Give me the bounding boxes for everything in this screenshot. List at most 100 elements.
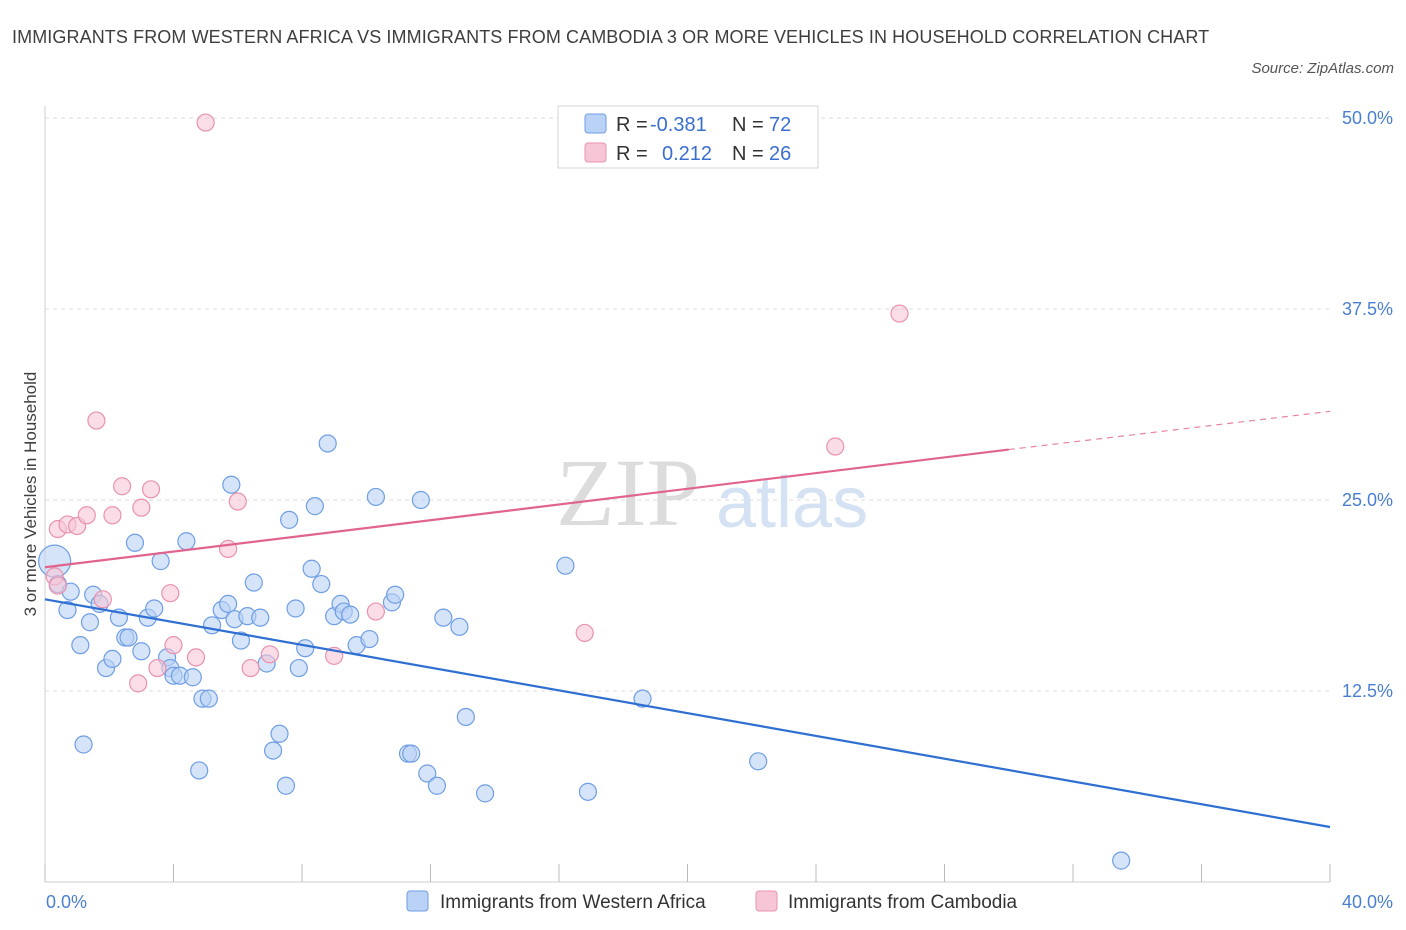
- point-western-africa: [145, 599, 164, 618]
- point-cambodia: [87, 411, 106, 430]
- point-cambodia: [161, 584, 180, 603]
- series-legend: Immigrants from Western Africa Immigrant…: [406, 890, 1018, 913]
- point-western-africa: [222, 475, 241, 494]
- point-western-africa: [190, 761, 209, 780]
- point-western-africa: [202, 616, 222, 635]
- stats-r-value-pink: 0.212: [662, 143, 712, 165]
- point-western-africa: [132, 642, 151, 661]
- y-axis-title: 3 or more Vehicles in Household: [21, 372, 40, 617]
- point-western-africa: [263, 741, 283, 760]
- point-western-africa: [456, 707, 475, 727]
- point-western-africa: [411, 490, 430, 510]
- point-western-africa: [427, 776, 447, 795]
- legend-swatch-cambodia: [755, 890, 778, 912]
- point-western-africa: [151, 552, 170, 571]
- grid-layer: [45, 117, 1330, 692]
- point-cambodia: [132, 498, 151, 517]
- point-western-africa: [119, 628, 138, 647]
- trend-line-cambodia-extension: [1008, 410, 1331, 451]
- points-layer: [38, 113, 1131, 870]
- point-cambodia: [228, 492, 247, 511]
- stats-n-label-pink: N =: [732, 143, 764, 165]
- point-western-africa: [633, 689, 652, 708]
- point-cambodia: [890, 304, 909, 323]
- watermark: ZIP atlas: [556, 439, 868, 546]
- point-western-africa: [276, 776, 296, 795]
- stats-legend-swatch-blue: [584, 113, 607, 134]
- point-cambodia: [219, 539, 238, 558]
- point-western-africa: [296, 639, 315, 658]
- point-western-africa: [366, 487, 385, 507]
- watermark-zip: ZIP: [556, 439, 700, 546]
- legend-swatch-western-africa: [406, 890, 429, 912]
- point-western-africa: [749, 752, 768, 771]
- point-western-africa: [402, 744, 421, 763]
- y-tick-label: 50.0%: [1342, 108, 1393, 128]
- point-western-africa: [58, 600, 77, 620]
- point-western-africa: [199, 689, 218, 708]
- point-western-africa: [103, 649, 122, 669]
- point-western-africa: [177, 532, 196, 551]
- stats-legend-swatch-pink: [584, 142, 607, 163]
- point-cambodia: [112, 477, 132, 496]
- y-tick-labels: 12.5% 25.0% 37.5% 50.0%: [1342, 108, 1393, 701]
- point-western-africa: [270, 724, 289, 743]
- point-western-africa: [305, 497, 324, 516]
- stats-n-value-pink: 26: [769, 143, 791, 165]
- point-western-africa: [360, 629, 379, 649]
- point-cambodia: [186, 648, 206, 667]
- point-western-africa: [302, 559, 321, 578]
- point-cambodia: [148, 658, 167, 678]
- point-western-africa: [219, 594, 238, 614]
- point-cambodia: [826, 437, 845, 456]
- point-western-africa: [125, 533, 145, 552]
- point-western-africa: [1112, 851, 1131, 870]
- point-western-africa: [386, 585, 405, 604]
- stats-n-label-blue: N =: [732, 114, 764, 136]
- stats-r-value-blue: -0.381: [650, 114, 707, 136]
- point-western-africa: [74, 735, 93, 754]
- point-cambodia: [196, 113, 215, 132]
- x-tick-label-max: 40.0%: [1342, 892, 1393, 912]
- point-cambodia: [366, 602, 385, 621]
- point-cambodia: [77, 506, 96, 525]
- point-western-africa: [476, 784, 495, 803]
- stats-r-label-pink: R =: [616, 143, 648, 165]
- y-tick-label: 12.5%: [1342, 681, 1393, 701]
- point-cambodia: [575, 623, 594, 643]
- stats-r-label-blue: R =: [616, 114, 648, 136]
- legend-label-western-africa: Immigrants from Western Africa: [440, 892, 706, 913]
- y-tick-label: 25.0%: [1342, 490, 1393, 510]
- point-western-africa: [286, 599, 305, 618]
- stats-legend: R = -0.381 N = 72 R = 0.212 N = 26: [557, 105, 819, 169]
- point-cambodia: [93, 590, 112, 609]
- point-cambodia: [164, 636, 183, 655]
- point-western-africa: [450, 617, 469, 636]
- point-western-africa: [418, 764, 437, 783]
- point-western-africa: [578, 782, 598, 801]
- legend-label-cambodia: Immigrants from Cambodia: [788, 892, 1018, 913]
- point-western-africa: [318, 434, 337, 453]
- y-tick-label: 37.5%: [1342, 299, 1393, 319]
- point-cambodia: [48, 576, 67, 595]
- point-cambodia: [103, 506, 122, 525]
- point-western-africa: [244, 573, 263, 592]
- point-western-africa: [289, 658, 308, 678]
- axes-layer: [44, 106, 1331, 883]
- point-cambodia: [141, 480, 161, 499]
- x-tick-label-min: 0.0%: [46, 892, 87, 912]
- trend-layer: [44, 410, 1331, 829]
- point-cambodia: [241, 658, 260, 678]
- point-western-africa: [71, 636, 90, 655]
- point-cambodia: [260, 645, 279, 664]
- point-western-africa: [434, 608, 453, 627]
- trend-line-western-africa: [44, 598, 1331, 829]
- trend-line-cambodia: [44, 448, 1009, 569]
- point-western-africa: [231, 631, 251, 650]
- point-western-africa: [80, 613, 100, 632]
- point-western-africa: [341, 605, 360, 624]
- point-western-africa: [556, 556, 575, 575]
- point-western-africa: [183, 668, 202, 687]
- point-western-africa: [280, 510, 299, 529]
